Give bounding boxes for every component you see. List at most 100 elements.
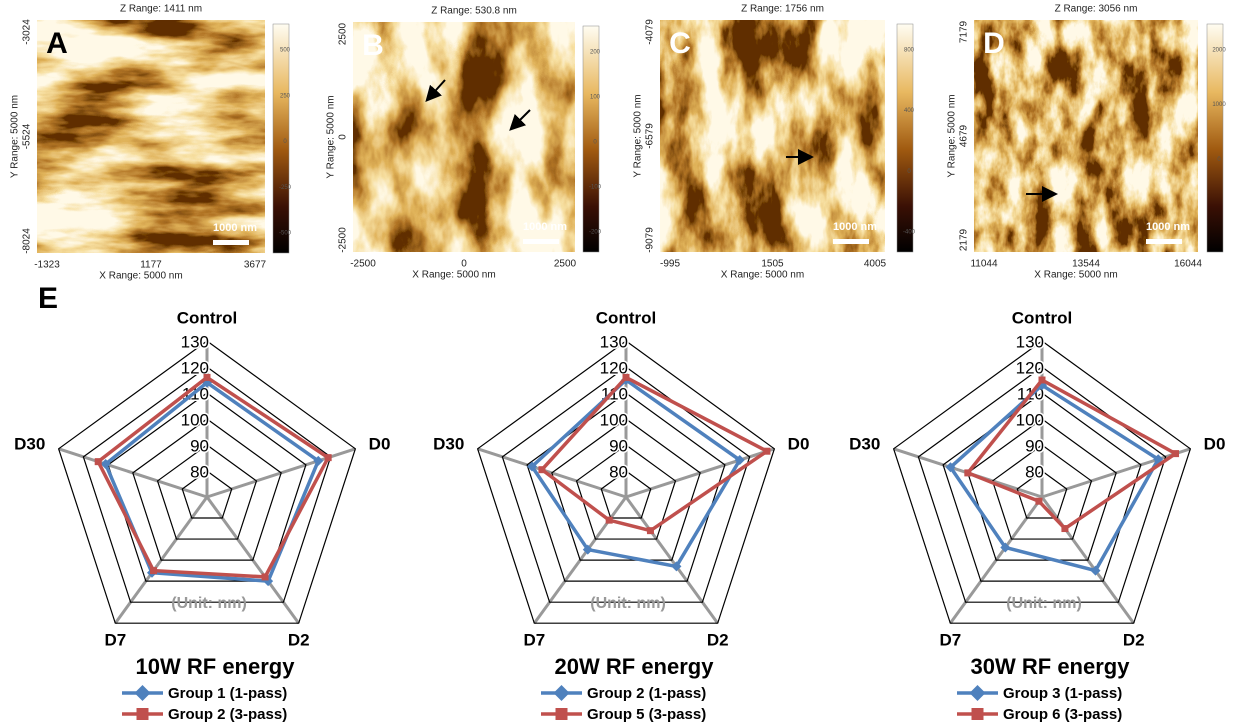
r-tick-label: 120 bbox=[600, 358, 628, 377]
z-range: Z Range: 1411 nm bbox=[120, 4, 202, 15]
r-tick-label: 80 bbox=[609, 462, 628, 481]
grid-ring bbox=[181, 470, 233, 519]
category-label: D7 bbox=[523, 631, 545, 650]
legend-label: Group 1 (1-pass) bbox=[168, 685, 287, 702]
x-axis-title: X Range: 5000 nm bbox=[99, 271, 182, 282]
grid-ring bbox=[107, 392, 307, 582]
colorbar bbox=[1206, 23, 1224, 253]
category-label: D7 bbox=[939, 631, 961, 650]
series-line bbox=[948, 383, 1161, 573]
grid-ring bbox=[917, 366, 1167, 603]
category-label: D2 bbox=[1123, 631, 1145, 650]
category-label: D2 bbox=[707, 631, 729, 650]
grid-ring bbox=[967, 418, 1117, 561]
r-tick-label: 100 bbox=[181, 410, 209, 429]
category-label: D30 bbox=[849, 434, 880, 453]
legend-marker bbox=[134, 685, 151, 701]
data-point bbox=[945, 462, 956, 473]
category-label: D0 bbox=[1204, 434, 1226, 453]
panel-label: C bbox=[669, 27, 691, 60]
chart-title: 20W RF energy bbox=[555, 654, 715, 679]
x-tick-label: 16044 bbox=[1174, 259, 1202, 270]
legend-marker bbox=[969, 685, 986, 701]
arrow bbox=[509, 109, 531, 131]
radar-charts: E8090100110120130ControlD0D2D7D30(Unit: … bbox=[14, 282, 1225, 723]
data-point bbox=[582, 544, 593, 555]
r-tick-label: 90 bbox=[609, 436, 628, 455]
category-label: Control bbox=[177, 308, 237, 327]
grid-ring bbox=[476, 340, 776, 624]
y-tick-label: 2500 bbox=[338, 22, 349, 45]
data-point bbox=[324, 454, 332, 462]
grid-ring bbox=[156, 444, 258, 540]
y-axis-title: Y Range: 5000 nm bbox=[10, 95, 21, 178]
colorbar bbox=[896, 23, 914, 253]
r-tick-label: 130 bbox=[600, 332, 628, 351]
grid-ring bbox=[82, 366, 332, 603]
x-tick-label: 4005 bbox=[864, 259, 887, 270]
data-point bbox=[261, 573, 269, 581]
data-point bbox=[964, 469, 972, 477]
r-tick-label: 130 bbox=[1016, 332, 1044, 351]
chart-title: 10W RF energy bbox=[136, 654, 296, 679]
x-axis-title: X Range: 5000 nm bbox=[1034, 270, 1117, 281]
x-tick-label: -1323 bbox=[34, 260, 60, 271]
r-tick-label: 90 bbox=[190, 436, 209, 455]
x-tick-label: 1177 bbox=[140, 260, 162, 271]
series-line bbox=[539, 375, 771, 533]
y-tick-label: 7179 bbox=[959, 20, 970, 43]
afm-image bbox=[353, 22, 575, 252]
grid-ring bbox=[551, 418, 701, 561]
legend-marker bbox=[971, 708, 984, 720]
r-tick-label: 130 bbox=[181, 332, 209, 351]
x-tick-label: 0 bbox=[461, 259, 467, 270]
grid-ring bbox=[501, 366, 751, 603]
colorbar-tick: -500 bbox=[279, 231, 292, 237]
scale-bar bbox=[1146, 239, 1182, 244]
r-tick-label: 80 bbox=[190, 462, 209, 481]
y-axis-title: Y Range: 5000 nm bbox=[326, 95, 337, 178]
grid-ring bbox=[57, 340, 357, 624]
chart-title: 30W RF energy bbox=[971, 654, 1131, 679]
colorbar-tick: 200 bbox=[590, 50, 601, 56]
unit-annotation: (Unit: nm) bbox=[590, 595, 666, 612]
r-tick-label: 90 bbox=[1025, 436, 1044, 455]
scale-bar bbox=[213, 240, 249, 245]
scale-bar bbox=[833, 239, 869, 244]
panel-label: B bbox=[362, 29, 384, 62]
legend-label: Group 5 (3-pass) bbox=[587, 706, 706, 723]
data-point bbox=[313, 455, 324, 466]
colorbar-tick: 100 bbox=[590, 95, 601, 101]
y-tick-label: -4079 bbox=[645, 19, 656, 45]
category-label: Control bbox=[596, 308, 656, 327]
data-point bbox=[605, 516, 613, 524]
z-range: Z Range: 3056 nm bbox=[1055, 4, 1138, 15]
y-tick-label: -3024 bbox=[22, 19, 33, 45]
scale-bar-label: 1000 nm bbox=[833, 221, 877, 233]
data-point bbox=[203, 373, 211, 381]
grid-ring bbox=[991, 444, 1093, 540]
grid-ring bbox=[942, 392, 1142, 582]
data-point bbox=[100, 459, 111, 470]
z-range: Z Range: 1756 nm bbox=[741, 4, 824, 15]
x-tick-label: 3677 bbox=[244, 260, 267, 271]
legend-marker bbox=[136, 708, 149, 720]
data-point bbox=[1061, 525, 1069, 533]
colorbar bbox=[272, 23, 290, 254]
category-label: D7 bbox=[104, 631, 126, 650]
x-tick-label: 13544 bbox=[1072, 259, 1100, 270]
category-label: D2 bbox=[288, 631, 310, 650]
r-tick-label: 120 bbox=[181, 358, 209, 377]
data-point bbox=[671, 561, 682, 572]
data-point bbox=[94, 458, 102, 466]
data-point bbox=[1090, 565, 1101, 576]
colorbar-tick: 500 bbox=[280, 48, 291, 54]
y-tick-label: 4679 bbox=[959, 124, 970, 147]
series-line bbox=[964, 377, 1179, 531]
legend-label: Group 6 (3-pass) bbox=[1003, 706, 1122, 723]
grid-ring bbox=[892, 340, 1192, 624]
series-line bbox=[529, 377, 743, 569]
scale-bar-label: 1000 nm bbox=[213, 222, 257, 234]
colorbar-tick: 0 bbox=[907, 169, 911, 175]
colorbar-tick: 0 bbox=[283, 139, 287, 145]
